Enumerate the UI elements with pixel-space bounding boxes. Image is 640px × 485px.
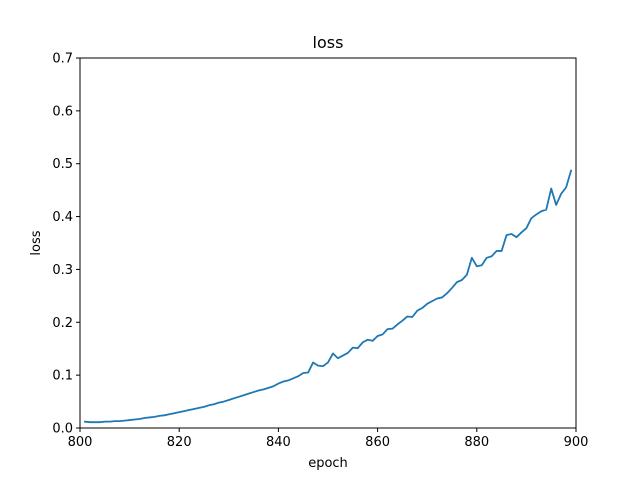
y-tick-label: 0.6 [52, 104, 73, 119]
y-tick-label: 0.3 [52, 263, 73, 278]
x-axis-label: epoch [308, 456, 348, 471]
chart-title: loss [313, 33, 344, 52]
y-tick-label: 0.4 [52, 210, 73, 225]
y-tick-label: 0.2 [52, 316, 73, 331]
series-layer [83, 169, 573, 424]
x-tick-label: 800 [68, 435, 93, 450]
y-tick-label: 0.5 [52, 157, 73, 172]
loss-series-line [83, 169, 573, 424]
y-tick-label: 0.7 [52, 52, 73, 67]
x-tick-label: 860 [365, 435, 390, 450]
y-tick-label: 0.0 [52, 422, 73, 437]
ticks-layer: 800 820 840 860 880 900 0.0 0.1 0.2 0.3 0.4 0.5 0.6 0… [52, 52, 588, 451]
plot-frame [79, 57, 577, 429]
y-axis-label: loss [29, 230, 44, 255]
x-tick-label: 820 [167, 435, 192, 450]
x-tick-label: 880 [464, 435, 489, 450]
x-tick-label: 900 [564, 435, 589, 450]
y-tick-label: 0.1 [52, 369, 73, 384]
x-tick-label: 840 [266, 435, 291, 450]
plot-area [80, 58, 576, 428]
